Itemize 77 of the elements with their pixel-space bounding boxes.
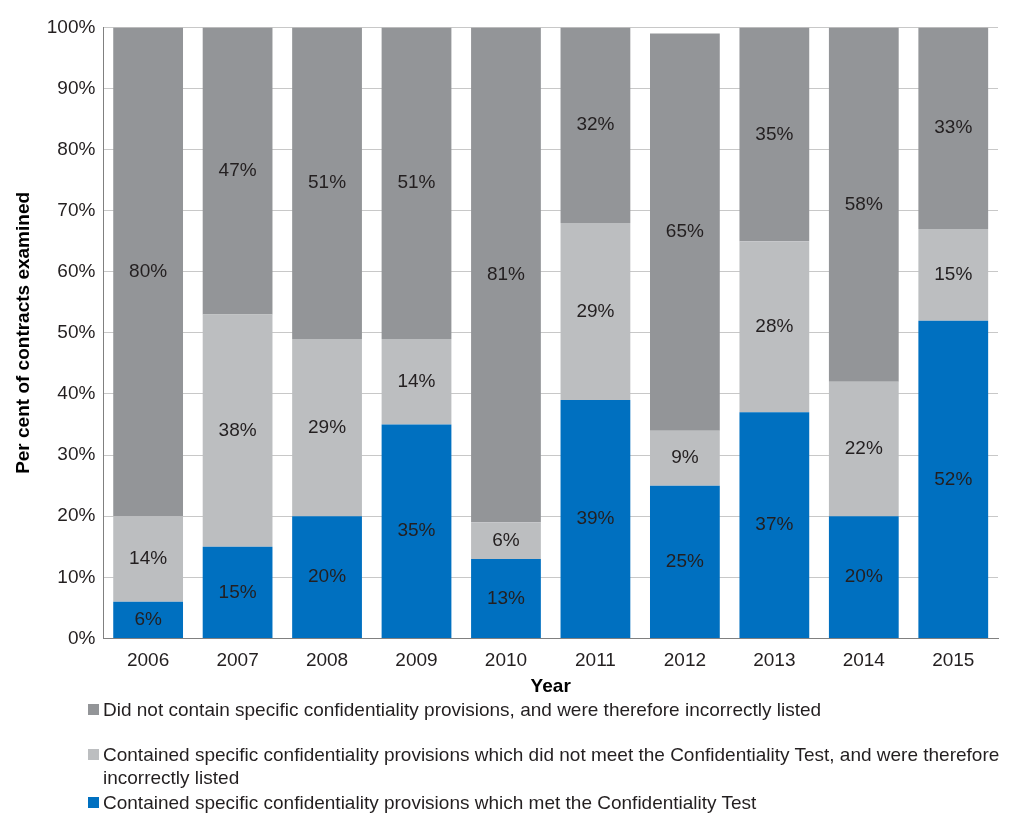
data-label: 35% — [755, 122, 794, 144]
bar — [560, 27, 631, 223]
bar — [381, 424, 452, 638]
data-label: 14% — [397, 370, 436, 392]
x-tick-label: 2011 — [575, 649, 616, 671]
bar — [650, 33, 720, 431]
bar — [292, 516, 362, 638]
bar — [918, 320, 989, 638]
data-label: 80% — [129, 260, 168, 282]
bar — [113, 27, 184, 517]
y-axis-title: Per cent of contracts examined — [11, 191, 33, 474]
x-tick-label: 2012 — [663, 649, 707, 671]
x-tick-label: 2013 — [753, 649, 796, 671]
bar — [471, 27, 541, 523]
bar — [381, 27, 452, 340]
data-label: 28% — [755, 315, 794, 337]
bar — [292, 27, 362, 340]
bar — [471, 558, 541, 638]
data-label: 6% — [134, 608, 162, 630]
bar — [471, 522, 541, 559]
bar — [739, 27, 810, 242]
legend-label: Contained specific confidentiality provisions which met the Confidentiality Test — [103, 791, 757, 814]
data-label: 39% — [576, 507, 615, 529]
bar — [739, 412, 810, 638]
bar — [113, 601, 184, 638]
data-label: 81% — [486, 263, 526, 285]
y-tick-label: 20% — [57, 504, 96, 526]
y-tick-label: 90% — [57, 76, 96, 98]
data-label: 29% — [576, 299, 615, 321]
data-label: 13% — [486, 586, 526, 608]
bar — [650, 485, 720, 638]
y-tick-label: 50% — [57, 321, 96, 343]
data-label: 52% — [934, 467, 973, 489]
x-tick-label: 2009 — [395, 649, 438, 671]
y-tick-label: 0% — [67, 626, 96, 648]
bar — [918, 27, 989, 230]
data-label: 9% — [671, 446, 699, 468]
data-label: 25% — [665, 550, 705, 572]
x-tick-label: 2006 — [126, 649, 170, 671]
x-tick-label: 2008 — [305, 649, 349, 671]
y-tick-label: 80% — [57, 137, 96, 159]
y-tick-label: 10% — [57, 565, 96, 587]
bar — [828, 27, 899, 382]
bar — [828, 516, 899, 638]
data-label: 51% — [397, 171, 436, 193]
data-label: 47% — [218, 159, 257, 181]
x-tick-label: 2007 — [216, 649, 259, 671]
data-label: 14% — [129, 547, 168, 569]
data-label: 15% — [934, 263, 973, 285]
data-label: 6% — [492, 528, 520, 550]
data-label: 32% — [576, 113, 615, 135]
data-label: 33% — [934, 116, 973, 138]
data-label: 65% — [665, 220, 705, 242]
x-tick-label: 2015 — [932, 649, 975, 671]
data-label: 38% — [218, 418, 257, 440]
data-label: 58% — [844, 192, 883, 214]
x-axis-title: Year — [530, 674, 572, 696]
data-label: 29% — [308, 415, 347, 437]
data-label: 15% — [218, 580, 257, 602]
data-label: 20% — [308, 565, 347, 587]
y-tick-label: 60% — [57, 260, 96, 282]
bar — [202, 546, 273, 638]
x-tick-label: 2014 — [842, 649, 886, 671]
legend-label: Contained specific confidentiality provisions which did not meet the Confidentiality Test, and were therefore incorrectly listed — [103, 743, 1001, 789]
data-label: 35% — [397, 519, 436, 541]
y-tick-label: 70% — [57, 198, 96, 220]
legend-label: Did not contain specific confidentiality provisions, and were therefore incorrectly listed — [103, 698, 822, 721]
x-tick-label: 2010 — [484, 649, 528, 671]
y-tick-label: 100% — [46, 15, 96, 37]
bar — [560, 400, 631, 638]
data-label: 22% — [844, 437, 883, 459]
y-tick-label: 40% — [57, 382, 96, 404]
data-label: 51% — [308, 171, 347, 193]
data-label: 20% — [844, 565, 883, 587]
data-label: 37% — [755, 513, 794, 535]
y-tick-label: 30% — [57, 443, 96, 465]
bar — [202, 27, 273, 315]
